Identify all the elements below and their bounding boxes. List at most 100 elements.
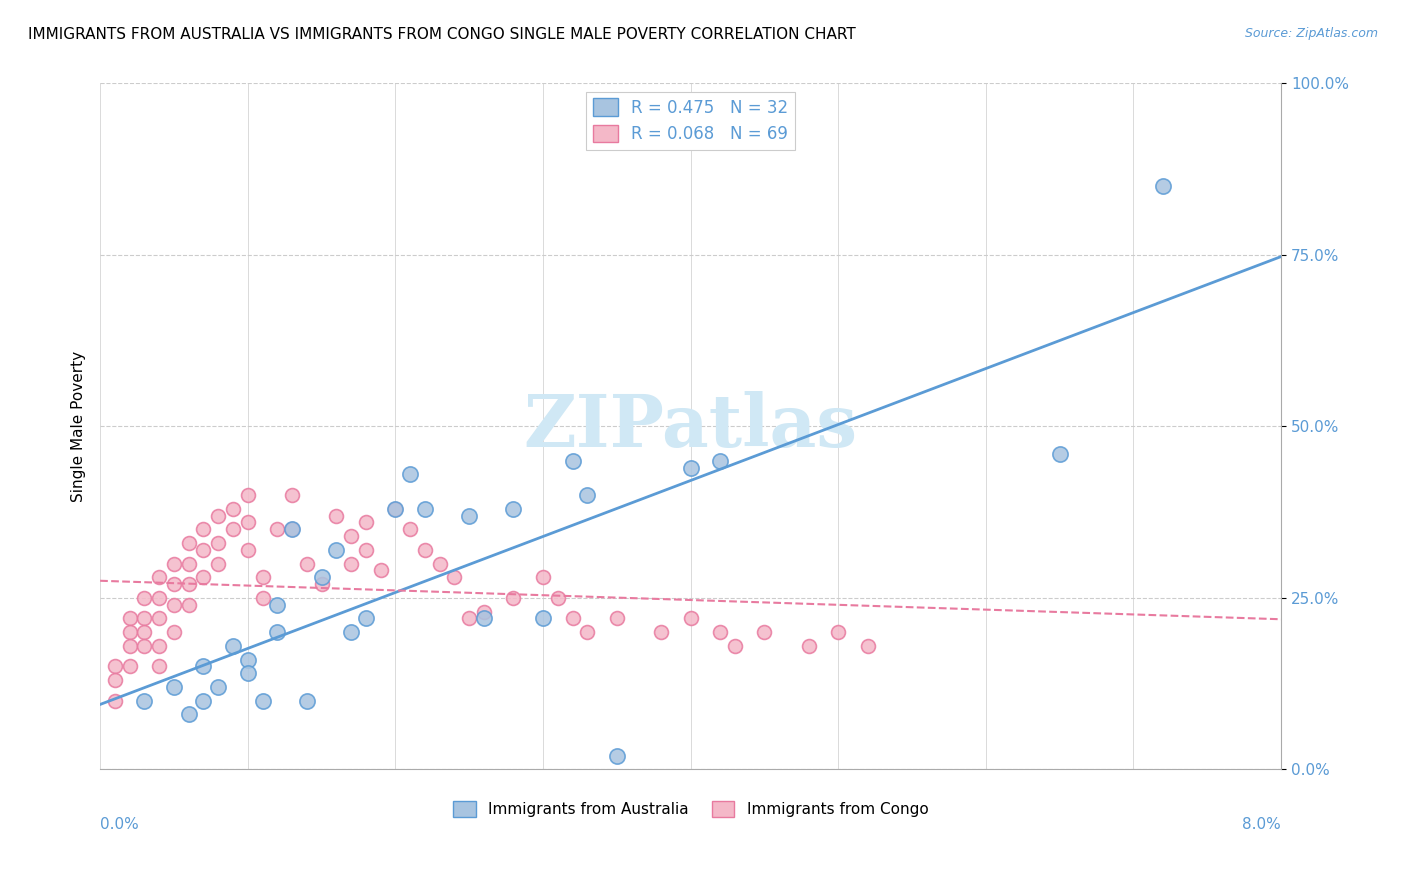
Point	[177, 536, 200, 550]
Point	[104, 673, 127, 688]
Point	[134, 611, 156, 625]
Point	[207, 557, 229, 571]
Point	[148, 659, 170, 673]
Point	[295, 557, 318, 571]
Point	[236, 516, 259, 530]
Point	[266, 625, 288, 640]
Point	[236, 542, 259, 557]
Point	[193, 694, 215, 708]
Point	[236, 652, 259, 666]
Point	[458, 611, 481, 625]
Point	[724, 639, 747, 653]
Point	[531, 611, 554, 625]
Point	[148, 591, 170, 605]
Point	[856, 639, 879, 653]
Point	[354, 542, 377, 557]
Point	[104, 659, 127, 673]
Point	[827, 625, 849, 640]
Point	[281, 488, 304, 502]
Point	[399, 522, 422, 536]
Text: 8.0%: 8.0%	[1243, 817, 1281, 832]
Point	[650, 625, 672, 640]
Legend: Immigrants from Australia, Immigrants from Congo: Immigrants from Australia, Immigrants fr…	[447, 795, 935, 823]
Text: IMMIGRANTS FROM AUSTRALIA VS IMMIGRANTS FROM CONGO SINGLE MALE POVERTY CORRELATI: IMMIGRANTS FROM AUSTRALIA VS IMMIGRANTS …	[28, 27, 856, 42]
Point	[163, 577, 186, 591]
Point	[679, 460, 702, 475]
Point	[222, 639, 245, 653]
Point	[797, 639, 820, 653]
Point	[236, 488, 259, 502]
Text: Source: ZipAtlas.com: Source: ZipAtlas.com	[1244, 27, 1378, 40]
Point	[193, 522, 215, 536]
Point	[252, 591, 274, 605]
Point	[118, 659, 141, 673]
Point	[576, 488, 599, 502]
Point	[148, 570, 170, 584]
Text: ZIPatlas: ZIPatlas	[523, 391, 858, 462]
Point	[118, 625, 141, 640]
Point	[1152, 179, 1174, 194]
Text: 0.0%: 0.0%	[100, 817, 139, 832]
Point	[163, 625, 186, 640]
Point	[207, 680, 229, 694]
Point	[236, 666, 259, 681]
Point	[252, 570, 274, 584]
Point	[177, 557, 200, 571]
Point	[134, 639, 156, 653]
Point	[399, 467, 422, 482]
Point	[502, 591, 524, 605]
Point	[325, 542, 347, 557]
Point	[134, 694, 156, 708]
Point	[561, 453, 583, 467]
Point	[163, 557, 186, 571]
Point	[458, 508, 481, 523]
Point	[354, 611, 377, 625]
Point	[709, 625, 731, 640]
Point	[177, 577, 200, 591]
Point	[340, 625, 363, 640]
Point	[340, 557, 363, 571]
Point	[311, 577, 333, 591]
Point	[502, 501, 524, 516]
Point	[118, 639, 141, 653]
Point	[354, 516, 377, 530]
Point	[576, 625, 599, 640]
Point	[413, 542, 436, 557]
Point	[709, 453, 731, 467]
Point	[606, 611, 628, 625]
Point	[266, 522, 288, 536]
Point	[531, 570, 554, 584]
Point	[163, 598, 186, 612]
Point	[207, 508, 229, 523]
Point	[443, 570, 465, 584]
Point	[1049, 447, 1071, 461]
Point	[266, 598, 288, 612]
Point	[370, 563, 392, 577]
Point	[547, 591, 569, 605]
Point	[193, 570, 215, 584]
Point	[148, 639, 170, 653]
Point	[311, 570, 333, 584]
Point	[118, 611, 141, 625]
Point	[429, 557, 451, 571]
Point	[384, 501, 406, 516]
Point	[754, 625, 776, 640]
Point	[104, 694, 127, 708]
Point	[340, 529, 363, 543]
Point	[222, 522, 245, 536]
Point	[679, 611, 702, 625]
Point	[295, 694, 318, 708]
Point	[193, 542, 215, 557]
Point	[472, 605, 495, 619]
Point	[325, 508, 347, 523]
Point	[413, 501, 436, 516]
Point	[252, 694, 274, 708]
Point	[384, 501, 406, 516]
Y-axis label: Single Male Poverty: Single Male Poverty	[72, 351, 86, 502]
Point	[163, 680, 186, 694]
Point	[177, 598, 200, 612]
Point	[281, 522, 304, 536]
Point	[281, 522, 304, 536]
Point	[177, 707, 200, 722]
Point	[472, 611, 495, 625]
